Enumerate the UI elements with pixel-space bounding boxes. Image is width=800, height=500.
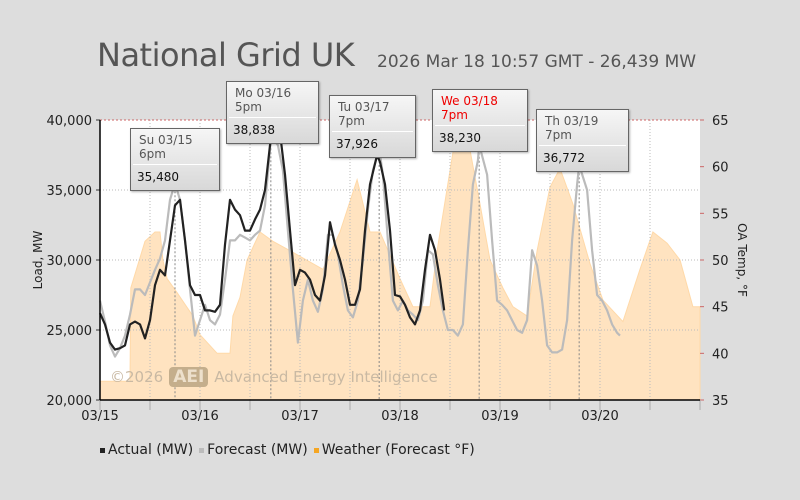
tooltip-label: Tu 03/17 7pm xyxy=(332,96,413,132)
x-tick-label: 03/17 xyxy=(281,409,318,424)
tooltip-label: Su 03/15 6pm xyxy=(133,129,217,165)
legend-label: Actual (MW) xyxy=(108,442,194,458)
tooltip-value: 36,772 xyxy=(543,151,585,165)
tooltip-3: We 03/18 7pm 38,230 xyxy=(432,89,528,152)
y2-tick-label: 55 xyxy=(712,207,729,222)
y2-tick-label: 35 xyxy=(712,394,729,409)
x-tick-label: 03/18 xyxy=(381,409,418,424)
tooltip-value: 37,926 xyxy=(336,137,378,151)
actual-swatch-icon xyxy=(100,447,105,453)
legend-forecast[interactable]: Forecast (MW) xyxy=(199,442,308,458)
tooltip-value: 38,230 xyxy=(439,131,481,145)
y2-tick-label: 40 xyxy=(712,347,729,362)
y2-tick-label: 60 xyxy=(712,161,729,176)
forecast-swatch-icon xyxy=(199,447,205,453)
y2-tick-label: 50 xyxy=(712,254,729,269)
legend-label: Forecast (MW) xyxy=(207,442,308,458)
y2-tick-label: 65 xyxy=(712,114,729,129)
watermark: ©2026 AEI Advanced Energy Intelligence xyxy=(110,367,438,387)
tooltip-value: 35,480 xyxy=(137,170,179,184)
tooltip-label: Mo 03/16 5pm xyxy=(229,82,316,118)
watermark-copyright: ©2026 xyxy=(110,368,164,386)
timestamp-subtitle: 2026 Mar 18 10:57 GMT - 26,439 MW xyxy=(377,52,697,72)
tooltip-label: We 03/18 7pm xyxy=(435,90,525,126)
tooltip-label: Th 03/19 7pm xyxy=(539,110,626,146)
x-tick-label: 03/16 xyxy=(181,409,218,424)
x-tick-label: 03/20 xyxy=(581,409,618,424)
tooltip-2: Tu 03/17 7pm 37,926 xyxy=(329,95,416,158)
y-tick-label: 20,000 xyxy=(47,394,93,409)
tooltip-1: Mo 03/16 5pm 38,838 xyxy=(226,81,319,144)
tooltip-value: 38,838 xyxy=(233,123,275,137)
y2-tick-label: 45 xyxy=(712,301,729,316)
y-tick-label: 25,000 xyxy=(47,324,93,339)
legend-weather[interactable]: Weather (Forecast °F) xyxy=(313,442,475,458)
x-tick-label: 03/15 xyxy=(81,409,118,424)
y2-axis-label: OA Temp, °F xyxy=(735,223,749,297)
legend: Actual (MW) Forecast (MW) Weather (Forec… xyxy=(100,442,475,458)
page-title: National Grid UK xyxy=(97,36,355,74)
y-tick-label: 30,000 xyxy=(47,254,93,269)
x-tick-label: 03/19 xyxy=(481,409,518,424)
tooltip-0: Su 03/15 6pm 35,480 xyxy=(130,128,220,191)
y-tick-label: 35,000 xyxy=(47,184,93,199)
legend-actual[interactable]: Actual (MW) xyxy=(100,442,193,458)
y-tick-label: 40,000 xyxy=(47,114,93,129)
aei-logo: AEI xyxy=(169,367,209,387)
watermark-name: Advanced Energy Intelligence xyxy=(214,368,438,386)
y-axis-label: Load, MW xyxy=(31,231,45,290)
legend-label: Weather (Forecast °F) xyxy=(321,442,475,458)
weather-swatch-icon xyxy=(313,447,319,453)
tooltip-4: Th 03/19 7pm 36,772 xyxy=(536,109,629,172)
